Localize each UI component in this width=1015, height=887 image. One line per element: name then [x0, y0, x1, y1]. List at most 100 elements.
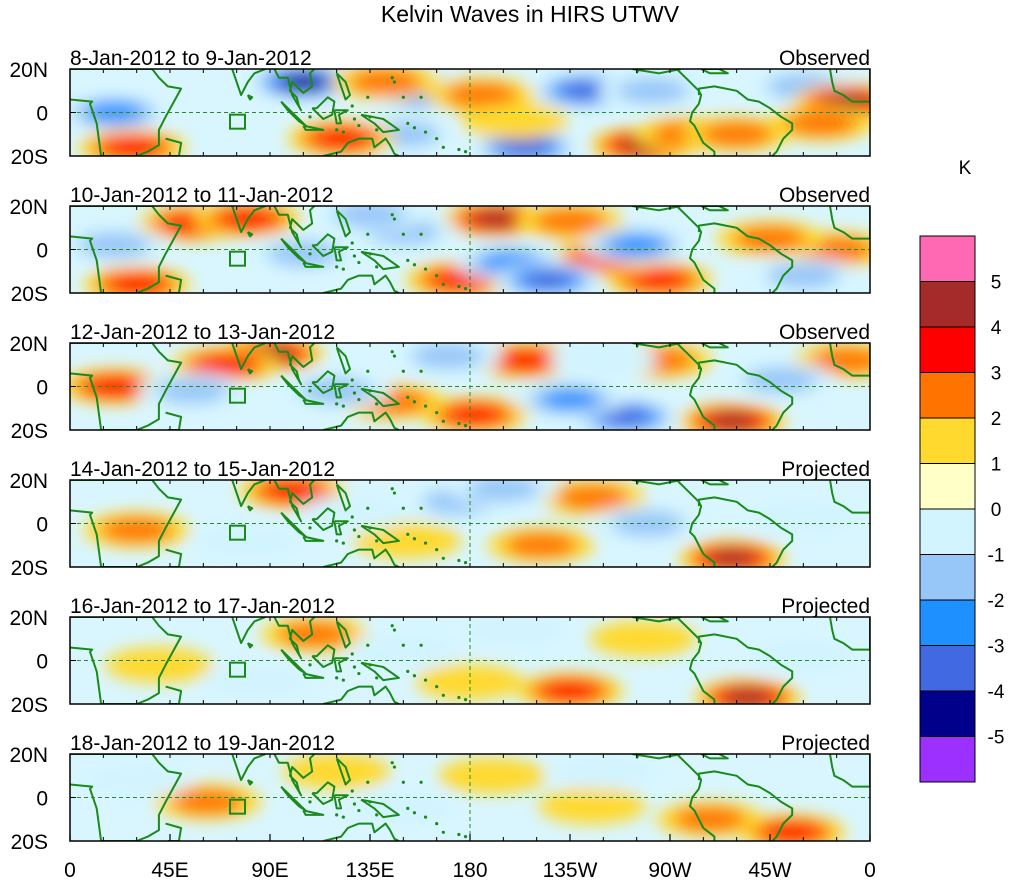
region-box: [229, 524, 246, 541]
island: [368, 663, 372, 667]
island: [390, 76, 394, 80]
colorbar-tick-label: 2: [991, 409, 1002, 430]
colorbar-box: [919, 281, 976, 328]
island: [357, 671, 361, 676]
island: [435, 411, 439, 415]
y-tick-label: 20N: [9, 333, 48, 356]
island: [401, 643, 405, 647]
coastline: [273, 617, 316, 660]
coastline: [829, 617, 870, 651]
coastline: [70, 343, 183, 430]
panel-type-label: Observed: [779, 184, 870, 207]
coastline: [311, 96, 336, 120]
coastlines: [70, 206, 870, 293]
coastline: [360, 524, 400, 545]
region-box: [229, 387, 246, 404]
coastline: [635, 69, 640, 74]
anomaly-blob: [446, 404, 503, 425]
island: [463, 835, 468, 839]
coastline: [335, 483, 351, 512]
island: [419, 232, 423, 236]
coastline: [333, 657, 349, 673]
chart-title: Kelvin Waves in HIRS UTWV: [381, 1, 680, 27]
anomaly-blob: [749, 638, 858, 675]
region-box: [229, 798, 246, 815]
anomaly-field: [70, 617, 870, 704]
coastline: [360, 387, 400, 408]
anomaly-blob: [193, 522, 302, 559]
coastline: [632, 754, 682, 760]
island: [419, 506, 423, 510]
coastline: [697, 222, 794, 293]
anomaly-blob: [723, 688, 772, 704]
anomaly-blob: [538, 788, 647, 825]
anomaly-blob: [533, 208, 607, 234]
y-tick-label: 20N: [9, 744, 48, 767]
coastline: [333, 794, 349, 810]
anomaly-blob: [708, 549, 757, 567]
coastline: [70, 480, 183, 567]
anomaly-blob: [497, 350, 554, 371]
colorbar: K 5 4 3 2 1 0 -1 -2 -3 -4 -5: [919, 158, 1005, 783]
island: [457, 284, 461, 289]
island: [352, 802, 357, 806]
colorbar-box: [919, 417, 976, 464]
island: [375, 676, 379, 680]
island: [406, 806, 410, 810]
island: [419, 643, 423, 647]
island: [352, 528, 357, 532]
anomaly-blob: [811, 347, 870, 374]
coastline: [273, 343, 316, 386]
panel-date-range: 12-Jan-2012 to 13-Jan-2012: [70, 321, 335, 344]
island: [366, 95, 370, 99]
island: [463, 150, 468, 154]
island: [401, 780, 405, 784]
coastline: [829, 754, 870, 788]
island: [441, 693, 445, 697]
anomaly-blob: [333, 206, 407, 228]
x-tick-label: 90E: [251, 859, 288, 882]
anomaly-blob: [312, 128, 370, 149]
colorbar-box: [919, 736, 976, 783]
coastlines: [70, 617, 870, 704]
anomaly-blob: [733, 226, 807, 252]
island: [435, 548, 439, 552]
island: [341, 815, 345, 819]
coastline: [323, 274, 400, 293]
island: [419, 95, 423, 99]
coastline: [360, 661, 400, 682]
island: [392, 354, 397, 358]
island: [390, 487, 394, 491]
anomaly-blob: [349, 631, 458, 668]
coastline: [246, 642, 254, 649]
anomaly-blob: [282, 754, 391, 790]
coastline: [700, 343, 729, 349]
island: [419, 780, 423, 784]
island: [419, 369, 423, 373]
island: [350, 515, 354, 519]
island: [350, 104, 354, 108]
coastline: [323, 137, 400, 156]
anomaly-blob: [300, 494, 409, 531]
coastline: [333, 520, 349, 536]
anomaly-blob: [411, 343, 485, 369]
colorbar-tick-label: 5: [991, 273, 1002, 294]
island: [441, 419, 445, 423]
anomaly-blob: [700, 121, 773, 147]
island: [368, 389, 372, 393]
anomaly-blob: [549, 343, 658, 379]
island: [423, 541, 428, 545]
coastline: [273, 69, 316, 112]
panel-type-label: Observed: [779, 321, 870, 344]
coastline: [697, 770, 794, 841]
island: [375, 539, 379, 543]
anomaly-blob: [349, 790, 458, 827]
coastline: [829, 480, 870, 514]
coastline: [676, 480, 716, 567]
island: [366, 369, 370, 373]
panel-date-range: 8-Jan-2012 to 9-Jan-2012: [70, 47, 312, 70]
coastline: [302, 672, 325, 679]
island: [341, 130, 345, 134]
island: [335, 813, 339, 817]
